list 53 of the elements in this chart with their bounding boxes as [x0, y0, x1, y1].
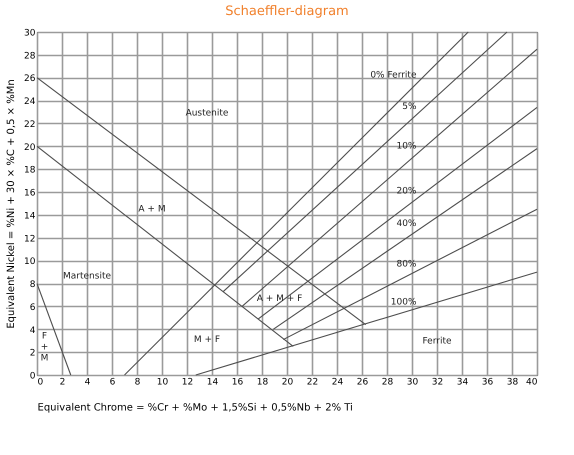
y-tick-label: 4 — [30, 326, 36, 336]
y-tick-label: 14 — [24, 211, 36, 222]
annotation: Martensite — [62, 272, 112, 282]
series-label: 0% Ferrite — [370, 70, 417, 81]
y-tick-label: 2 — [30, 348, 36, 359]
annotation: F + M — [40, 332, 48, 364]
annotation: M + F — [194, 334, 220, 345]
x-tick-label: 34 — [456, 378, 468, 388]
x-tick-label: 26 — [356, 378, 368, 388]
series-label: 80% — [396, 260, 417, 270]
y-tick-label: 28 — [24, 51, 36, 62]
series-label: 10% — [396, 142, 417, 152]
x-tick-label: 22 — [306, 378, 318, 388]
y-tick-label: 6 — [30, 302, 36, 313]
annotation: A + M + F — [256, 294, 302, 304]
series-label: 20% — [396, 186, 417, 197]
x-tick-label: 10 — [156, 378, 168, 388]
y-tick-label: 18 — [24, 166, 36, 176]
x-axis-title: Equivalent Chrome = %Cr + %Mo + 1,5%Si + 0,5%Nb + 2% Ti — [38, 402, 353, 414]
y-tick-label: 20 — [24, 142, 36, 153]
y-tick-label: 22 — [24, 120, 36, 130]
series-label: 40% — [396, 219, 417, 230]
y-tick-label: 8 — [30, 280, 36, 290]
x-tick-label: 2 — [60, 378, 66, 388]
y-tick-label: 16 — [24, 188, 36, 199]
series-label: 100% — [390, 298, 417, 308]
annotation: Ferrite — [422, 336, 452, 347]
x-tick-label: 32 — [432, 378, 444, 388]
x-tick-label: 14 — [206, 378, 218, 388]
x-tick-label: 38 — [506, 378, 518, 388]
x-tick-label: 16 — [232, 378, 244, 388]
y-tick-label: 30 — [24, 28, 36, 38]
y-tick-label: 10 — [24, 257, 36, 268]
x-tick-label: 8 — [134, 378, 141, 388]
x-tick-label: 6 — [110, 378, 116, 388]
y-tick-label: 12 — [24, 234, 36, 244]
x-tick-label: 36 — [482, 378, 494, 388]
x-tick-label: 12 — [182, 378, 194, 388]
x-tick-label: 28 — [382, 378, 394, 388]
y-axis-title: Equivalent Nickel = %Ni + 30 × %C + 0,5 × %Mn — [6, 79, 18, 329]
x-tick-label: 20 — [282, 378, 294, 388]
annotation: Austenite — [186, 108, 229, 119]
annotation: A + M — [138, 204, 166, 215]
x-tick-label: 4 — [84, 378, 91, 388]
chart-title: Schaeffler-diagram — [225, 4, 349, 19]
y-tick-label: 26 — [24, 74, 36, 84]
series-label: 5% — [402, 102, 417, 112]
x-tick-label: 18 — [256, 378, 268, 388]
x-tick-label: 30 — [406, 378, 418, 388]
x-tick-label: 24 — [332, 378, 344, 388]
y-tick-label: 24 — [24, 97, 36, 108]
x-tick-label: 0 — [38, 378, 44, 388]
x-tick-label: 40 — [526, 378, 538, 388]
